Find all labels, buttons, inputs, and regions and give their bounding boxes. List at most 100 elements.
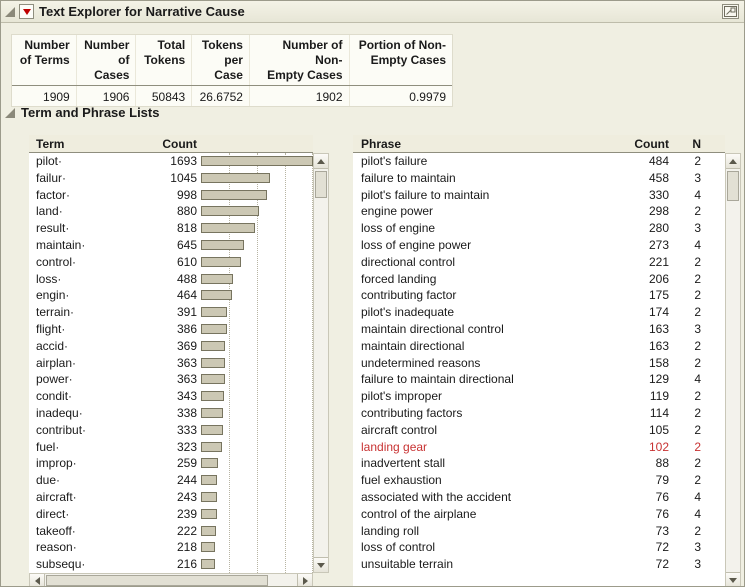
term-bar-cell	[201, 203, 313, 220]
term-row[interactable]: maintain· 645	[29, 237, 313, 254]
outline-disclosure-icon[interactable]	[4, 107, 16, 119]
term-count-bar	[201, 290, 232, 301]
term-row[interactable]: inadequ· 338	[29, 405, 313, 422]
scroll-left-button[interactable]	[30, 574, 45, 586]
phrase-cell: contributing factor	[361, 288, 457, 303]
term-row[interactable]: engin· 464	[29, 287, 313, 304]
phrase-row[interactable]: loss of control 72 3	[353, 539, 725, 556]
phrase-row[interactable]: control of the airplane 76 4	[353, 506, 725, 523]
phrase-cell: engine power	[361, 204, 434, 219]
phrase-row[interactable]: loss of engine 280 3	[353, 220, 725, 237]
term-row[interactable]: condit· 343	[29, 388, 313, 405]
phrase-column-header[interactable]: Phrase	[361, 137, 402, 151]
term-row[interactable]: result· 818	[29, 220, 313, 237]
term-count-cell: 343	[176, 389, 197, 404]
phrase-row[interactable]: landing roll 73 2	[353, 523, 725, 540]
term-count-cell: 222	[176, 523, 197, 538]
phrase-row[interactable]: failure to maintain 458 3	[353, 170, 725, 187]
term-row[interactable]: airplan· 363	[29, 355, 313, 372]
phrase-row[interactable]: pilot's inadequate 174 2	[353, 304, 725, 321]
phrase-row[interactable]: pilot's failure to maintain 330 4	[353, 187, 725, 204]
phrase-row[interactable]: contributing factors 114 2	[353, 405, 725, 422]
scrollbar-thumb[interactable]	[315, 171, 327, 198]
stat-header-line: Number of Non-	[282, 38, 343, 67]
term-row[interactable]: aircraft· 243	[29, 489, 313, 506]
term-row[interactable]: control· 610	[29, 254, 313, 271]
term-count-cell: 880	[176, 204, 197, 219]
term-row[interactable]: reason· 218	[29, 539, 313, 556]
phrase-row[interactable]: pilot's failure 484 2	[353, 153, 725, 170]
phrase-row[interactable]: forced landing 206 2	[353, 271, 725, 288]
phrase-row[interactable]: pilot's improper 119 2	[353, 388, 725, 405]
open-window-icon[interactable]	[722, 4, 739, 19]
phrase-count-cell: 221	[648, 254, 669, 269]
phrase-row[interactable]: engine power 298 2	[353, 203, 725, 220]
report-title-bar: Text Explorer for Narrative Cause	[1, 1, 744, 23]
term-row[interactable]: accid· 369	[29, 338, 313, 355]
term-row[interactable]: loss· 488	[29, 271, 313, 288]
term-row[interactable]: contribut· 333	[29, 422, 313, 439]
term-count-cell: 363	[176, 372, 197, 387]
term-row[interactable]: direct· 239	[29, 506, 313, 523]
term-list-vertical-scrollbar[interactable]	[313, 153, 329, 573]
scroll-up-button[interactable]	[726, 154, 740, 169]
phrase-row[interactable]: fuel exhaustion 79 2	[353, 472, 725, 489]
phrase-n-cell: 4	[694, 506, 701, 521]
phrase-n-cell: 4	[694, 489, 701, 504]
term-row[interactable]: failur· 1045	[29, 170, 313, 187]
term-row[interactable]: flight· 386	[29, 321, 313, 338]
phrase-row[interactable]: directional control 221 2	[353, 254, 725, 271]
phrase-n-cell: 2	[694, 389, 701, 404]
term-row[interactable]: power· 363	[29, 371, 313, 388]
term-row[interactable]: fuel· 323	[29, 439, 313, 456]
term-row[interactable]: due· 244	[29, 472, 313, 489]
term-row[interactable]: factor· 998	[29, 187, 313, 204]
phrase-row[interactable]: aircraft control 105 2	[353, 422, 725, 439]
phrase-row[interactable]: unsuitable terrain 72 3	[353, 556, 725, 573]
scroll-right-button[interactable]	[297, 574, 312, 586]
phrase-row[interactable]: maintain directional control 163 3	[353, 321, 725, 338]
phrase-row[interactable]: loss of engine power 273 4	[353, 237, 725, 254]
scroll-down-button[interactable]	[726, 572, 740, 586]
stat-value: 0.9979	[348, 86, 453, 106]
phrase-row[interactable]: failure to maintain directional 129 4	[353, 371, 725, 388]
phrase-n-cell: 3	[694, 540, 701, 555]
red-triangle-menu-button[interactable]	[19, 4, 34, 19]
phrase-count-cell: 206	[648, 271, 669, 286]
term-count-bar	[201, 374, 225, 385]
outline-disclosure-icon[interactable]	[4, 6, 16, 18]
section-title: Term and Phrase Lists	[21, 105, 160, 120]
phrase-row[interactable]: contributing factor 175 2	[353, 287, 725, 304]
term-cell: terrain·	[36, 305, 75, 320]
term-row[interactable]: improp· 259	[29, 455, 313, 472]
scrollbar-thumb[interactable]	[727, 171, 739, 201]
phrase-cell: pilot's inadequate	[361, 305, 455, 320]
term-row[interactable]: land· 880	[29, 203, 313, 220]
phrase-row[interactable]: maintain directional 163 2	[353, 338, 725, 355]
term-count-column-header[interactable]: Count	[162, 137, 197, 151]
phrase-cell: contributing factors	[361, 405, 463, 420]
phrase-row[interactable]: undetermined reasons 158 2	[353, 355, 725, 372]
scrollbar-thumb[interactable]	[46, 575, 268, 586]
scroll-down-button[interactable]	[314, 557, 328, 572]
stat-column-header: Portion of Non- Empty Cases	[348, 35, 453, 85]
term-row[interactable]: pilot· 1693	[29, 153, 313, 170]
phrase-row[interactable]: landing gear 102 2	[353, 439, 725, 456]
phrase-row[interactable]: inadvertent stall 88 2	[353, 455, 725, 472]
term-row[interactable]: subsequ· 216	[29, 556, 313, 573]
term-bar-cell	[201, 187, 313, 204]
phrase-n-column-header[interactable]: N	[692, 137, 701, 151]
phrase-count-column-header[interactable]: Count	[634, 137, 669, 151]
phrase-n-cell: 2	[694, 523, 701, 538]
term-list-horizontal-scrollbar[interactable]	[29, 573, 313, 586]
term-column-header[interactable]: Term	[36, 137, 65, 151]
term-row[interactable]: terrain· 391	[29, 304, 313, 321]
scroll-up-button[interactable]	[314, 154, 328, 169]
term-cell: land·	[36, 204, 63, 219]
term-count-cell: 464	[176, 288, 197, 303]
phrase-row[interactable]: associated with the accident 76 4	[353, 489, 725, 506]
phrase-list-vertical-scrollbar[interactable]	[725, 153, 741, 586]
phrase-list-header: Phrase Count N	[353, 135, 725, 153]
term-row[interactable]: takeoff· 222	[29, 523, 313, 540]
term-phrase-section-header: Term and Phrase Lists	[1, 101, 744, 125]
